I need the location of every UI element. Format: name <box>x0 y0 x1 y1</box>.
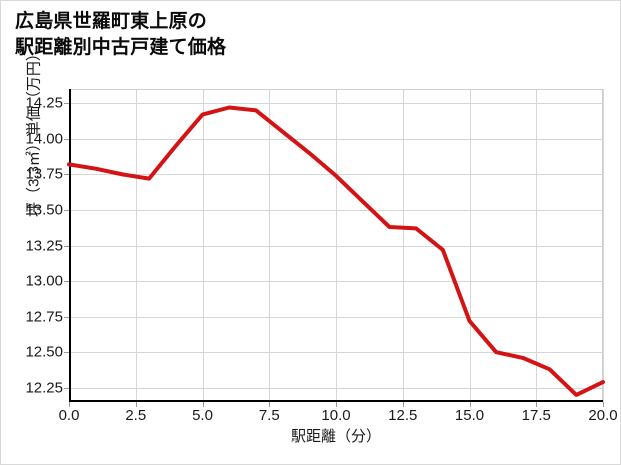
y-tick-mark <box>64 387 69 389</box>
y-axis-tick-label: 14.00 <box>25 130 63 148</box>
x-axis-label: 駅距離（分） <box>290 428 381 445</box>
y-tick-mark <box>64 316 69 318</box>
axis-spine-bottom <box>69 400 603 402</box>
y-tick-mark <box>64 281 69 283</box>
x-axis-tick-label: 10.0 <box>321 407 351 424</box>
gridline-vertical <box>135 89 137 402</box>
y-axis-tick-label: 12.75 <box>25 308 63 326</box>
plot-area: 12.25 12.50 12.75 13.00 13.25 13.50 13.75 14.00… <box>25 89 618 424</box>
y-tick-mark <box>64 209 69 211</box>
x-axis-tick-label: 0.0 <box>58 407 80 424</box>
x-tick-mark <box>336 402 337 407</box>
axis-spine-top <box>69 89 603 90</box>
y-axis-tick-label: 13.75 <box>25 165 63 183</box>
x-tick-mark <box>402 402 404 407</box>
gridline-vertical <box>202 89 204 402</box>
x-axis-tick-label: 15.0 <box>454 407 485 424</box>
y-tick-mark <box>64 174 69 176</box>
x-axis-tick-label: 5.0 <box>192 407 213 424</box>
series-line <box>67 105 605 397</box>
x-axis-tick-label: 20.0 <box>588 407 618 424</box>
x-tick-mark <box>603 402 604 407</box>
gridline-vertical <box>269 89 271 402</box>
x-axis-tick-label: 12.5 <box>388 407 418 424</box>
y-axis-tick-label: 13.00 <box>25 272 63 290</box>
x-axis-tick-label: 7.5 <box>258 407 280 424</box>
x-tick-mark <box>135 402 137 407</box>
y-tick-mark <box>64 245 69 247</box>
gridline-vertical <box>336 89 337 402</box>
gridline-vertical <box>603 89 604 402</box>
gridline-vertical <box>536 89 538 402</box>
x-axis-tick-label: 2.5 <box>125 407 147 424</box>
x-tick-mark <box>269 402 271 407</box>
y-axis-tick-label: 14.25 <box>25 94 63 112</box>
y-axis-tick-label: 12.25 <box>25 379 63 397</box>
x-tick-mark <box>536 402 538 407</box>
y-tick-mark <box>64 138 69 140</box>
page-title: 広島県世羅町東上原の 駅距離別中古戸建て価格 <box>15 11 227 59</box>
x-tick-mark <box>202 402 204 407</box>
axis-spine-left <box>69 89 71 402</box>
y-axis-tick-label: 13.50 <box>25 201 63 219</box>
y-axis-tick-label: 13.25 <box>25 237 63 254</box>
y-tick-mark <box>64 103 69 105</box>
gridline-vertical <box>402 89 404 402</box>
x-tick-mark <box>469 402 471 407</box>
y-tick-mark <box>64 352 69 354</box>
axis-spine-right <box>602 89 603 402</box>
x-axis-tick-label: 17.5 <box>521 407 551 424</box>
x-tick-mark <box>69 402 70 407</box>
gridline-vertical <box>469 89 471 402</box>
y-axis-tick-label: 12.50 <box>25 343 63 361</box>
